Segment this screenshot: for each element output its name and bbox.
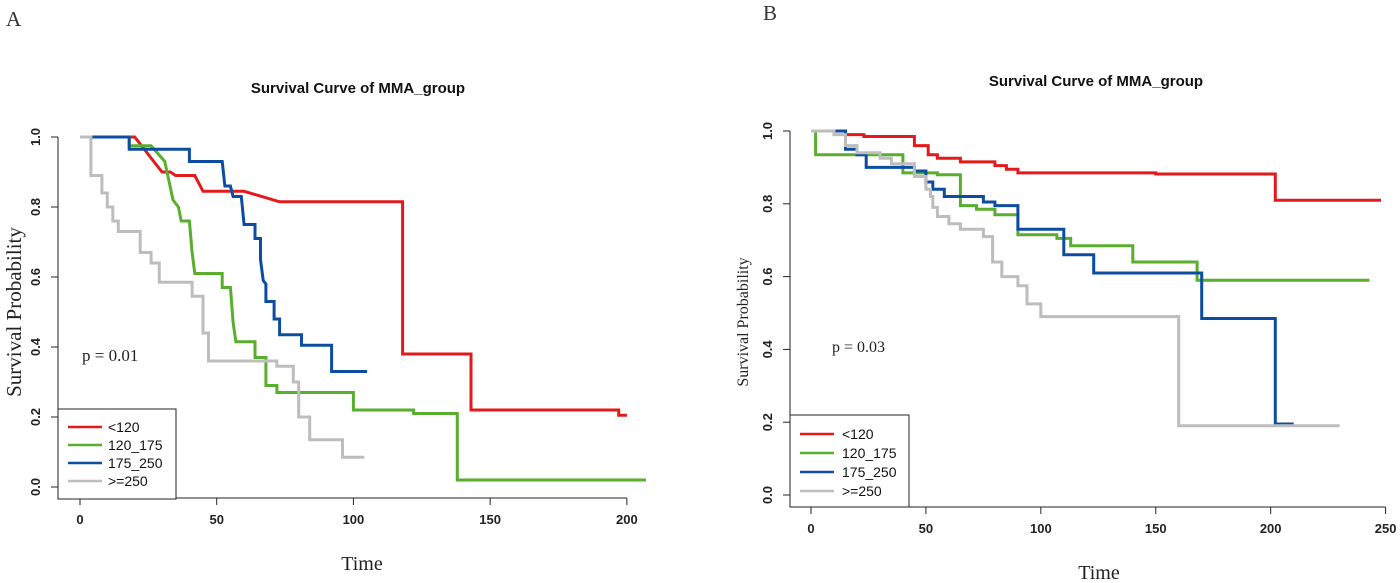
- legend-label: >=250: [842, 483, 882, 499]
- panel-letter-b: B: [763, 1, 777, 25]
- x-tick-label: 0: [76, 512, 83, 527]
- x-tick-label: 50: [919, 521, 933, 536]
- y-tick-label: 0.4: [28, 337, 43, 356]
- panel-letter-a: A: [6, 7, 22, 31]
- x-tick-label: 0: [807, 521, 814, 536]
- legend-label: <120: [842, 426, 874, 442]
- x-tick-label: 100: [1030, 521, 1052, 536]
- y-tick-label: 0.4: [760, 340, 775, 359]
- chart-title-a: Survival Curve of MMA_group: [251, 80, 465, 97]
- survival-curve-175-250: [811, 129, 1294, 426]
- y-axis-label-b: Survival Probability: [735, 257, 752, 386]
- survival-curve-250: [811, 129, 1340, 428]
- legend-label: 120_175: [842, 445, 897, 461]
- chart-title-b: Survival Curve of MMA_group: [989, 73, 1203, 90]
- legend-label: <120: [108, 419, 140, 435]
- panel-a: A Survival Curve of MMA_group 0 50 100 150 2…: [2, 7, 646, 575]
- y-tick-label: 0.6: [760, 268, 775, 286]
- legend-label: 120_175: [108, 437, 163, 453]
- panel-b: B Survival Curve of MMA_group 0 50 100 150 2…: [735, 1, 1396, 583]
- x-tick-label: 50: [209, 512, 223, 527]
- x-tick-label: 200: [1260, 521, 1282, 536]
- y-tick-label: 1.0: [28, 128, 43, 146]
- legend-label: >=250: [108, 473, 148, 489]
- p-value-a: p = 0.01: [82, 346, 138, 365]
- y-tick-label: 0.0: [760, 486, 775, 504]
- y-axis-label-a: Survival Probability: [2, 227, 26, 397]
- axes-a: 0 50 100 150 200 0.0 0.2 0.4 0.6 0.8 1.0: [28, 128, 638, 527]
- x-tick-label: 150: [1145, 521, 1167, 536]
- y-tick-label: 0.2: [760, 413, 775, 431]
- survival-curve-250: [80, 135, 365, 459]
- survival-curve-175-250: [80, 135, 368, 373]
- survival-curve-120-175: [811, 129, 1370, 282]
- survival-curve-120: [811, 129, 1381, 202]
- y-tick-label: 0.8: [760, 195, 775, 213]
- survival-curve-120-175: [80, 135, 646, 482]
- curves-a: [80, 135, 646, 482]
- p-value-b: p = 0.03: [832, 339, 885, 356]
- legend-b: <120 120_175 175_250 >=250: [789, 414, 910, 508]
- x-axis-label-a: Time: [341, 553, 383, 575]
- y-tick-label: 0.0: [28, 478, 43, 496]
- y-tick-label: 0.2: [28, 408, 43, 426]
- legend-a: <120 120_175 175_250 >=250: [57, 408, 177, 500]
- legend-box: [57, 408, 177, 500]
- legend-label: 175_250: [842, 464, 897, 480]
- curves-b: [811, 129, 1381, 428]
- y-tick-label: 0.6: [28, 268, 43, 286]
- legend-label: 175_250: [108, 455, 163, 471]
- x-tick-label: 250: [1375, 521, 1397, 536]
- x-tick-label: 200: [616, 512, 638, 527]
- x-axis-label-b: Time: [1078, 562, 1120, 583]
- survival-curve-120: [80, 135, 627, 417]
- y-tick-label: 1.0: [760, 122, 775, 140]
- x-tick-label: 100: [343, 512, 365, 527]
- x-tick-label: 150: [479, 512, 501, 527]
- y-tick-label: 0.8: [28, 198, 43, 216]
